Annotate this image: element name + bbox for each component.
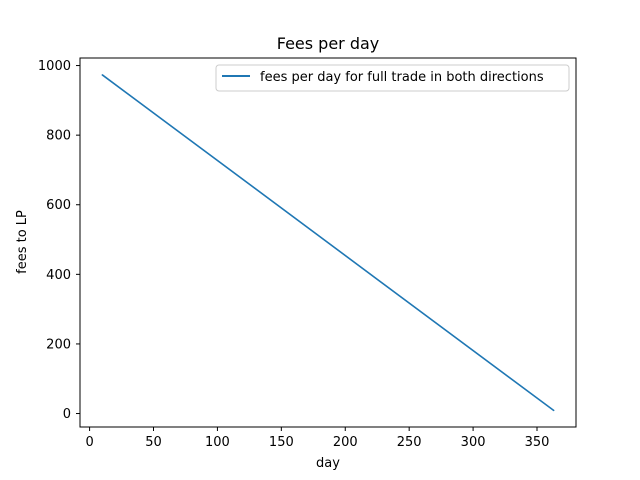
x-tick-label: 350: [525, 435, 550, 450]
x-tick-label: 200: [333, 435, 358, 450]
y-axis-ticks: 0 200 400 600 800 1000: [38, 59, 80, 422]
x-tick-label: 100: [205, 435, 230, 450]
plot-frame: [79, 57, 577, 428]
x-axis-label: day: [316, 456, 340, 471]
legend-box: [215, 64, 570, 92]
series-layer: [101, 74, 555, 412]
y-tick-label: 800: [46, 129, 71, 144]
chart-title: Fees per day: [277, 34, 380, 53]
x-tick-label: 50: [145, 435, 162, 450]
legend-entry-label: fees per day for full trade in both dire…: [260, 70, 544, 85]
series-line-0: [101, 74, 555, 412]
x-tick-label: 250: [397, 435, 422, 450]
y-axis-label: fees to LP: [15, 210, 30, 274]
legend: fees per day for full trade in both dire…: [215, 64, 570, 92]
x-tick-label: 0: [85, 435, 93, 450]
x-tick-label: 150: [269, 435, 294, 450]
y-tick-label: 600: [46, 198, 71, 213]
y-tick-label: 1000: [38, 59, 71, 74]
y-tick-label: 200: [46, 337, 71, 352]
x-axis-ticks: 0 50 100 150 200 250 300 350: [85, 427, 549, 450]
y-tick-label: 0: [63, 407, 71, 422]
x-tick-label: 300: [461, 435, 486, 450]
y-tick-label: 400: [46, 268, 71, 283]
